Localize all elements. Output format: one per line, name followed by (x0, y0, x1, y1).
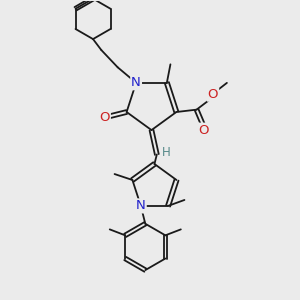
Text: O: O (199, 124, 209, 136)
Text: N: N (131, 76, 141, 89)
Text: O: O (99, 111, 110, 124)
Text: N: N (136, 200, 146, 212)
Text: H: H (162, 146, 171, 160)
Text: O: O (208, 88, 218, 101)
